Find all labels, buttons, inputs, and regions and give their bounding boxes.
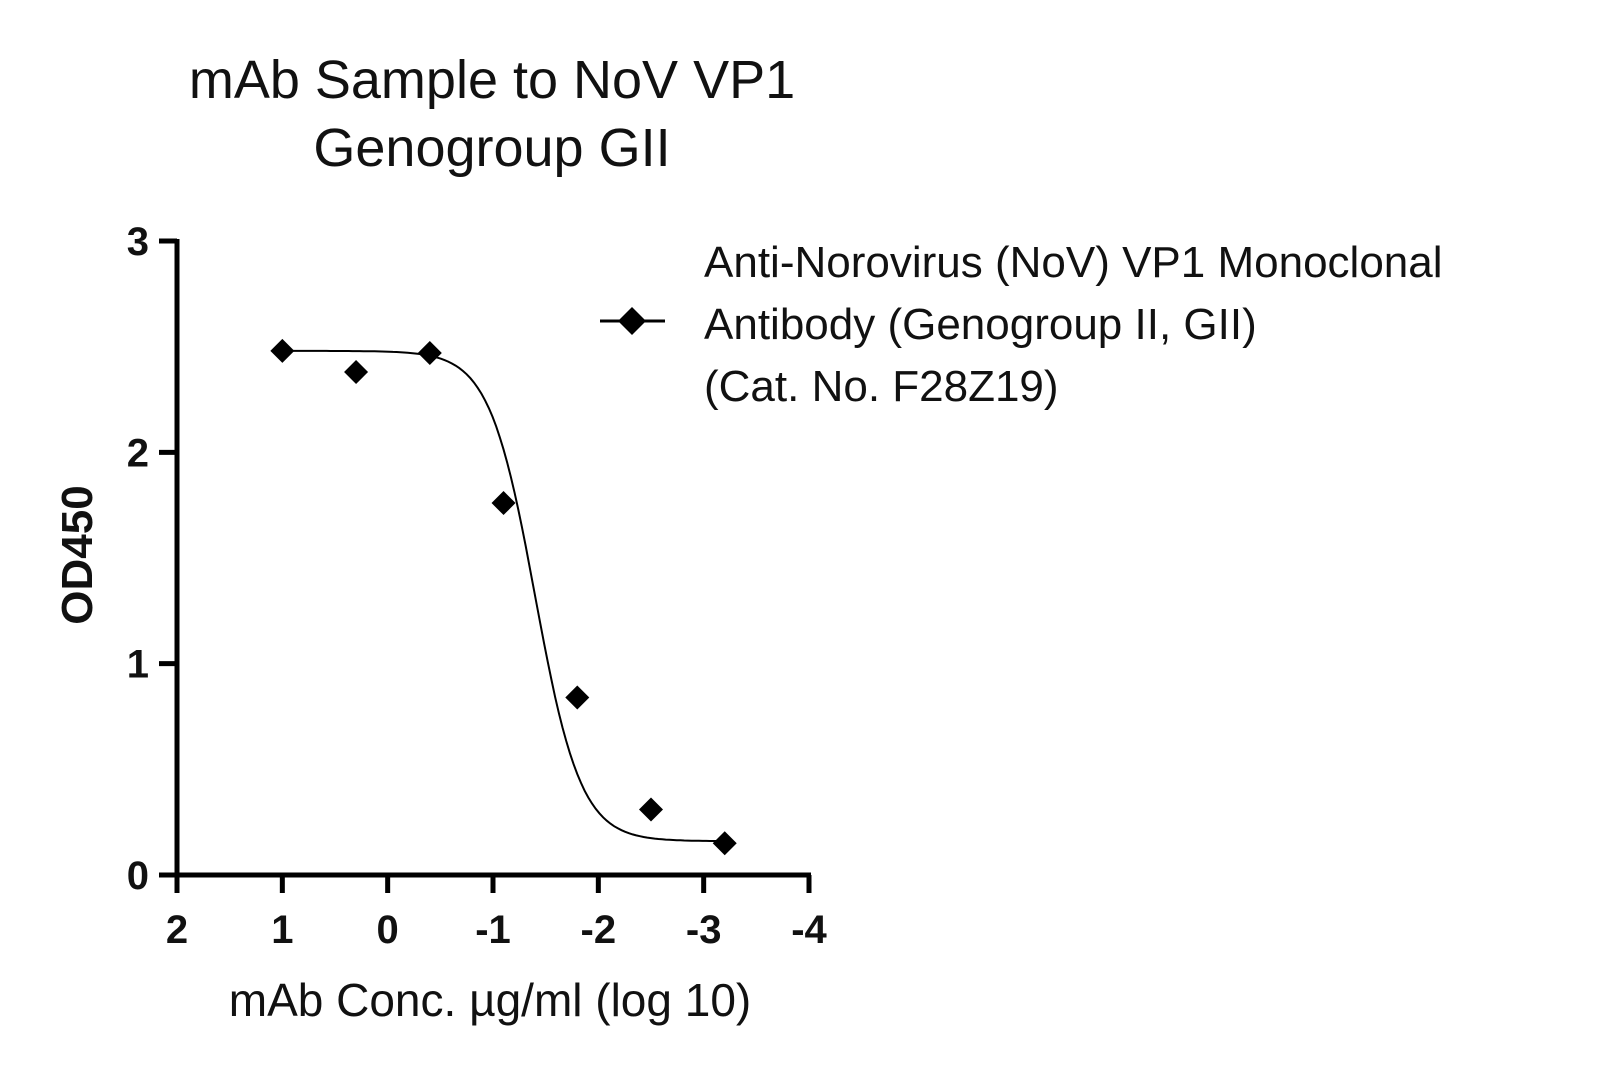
data-point — [565, 685, 590, 710]
x-axis-ticks: 2 1 0 -1 -2 -3 -4 — [166, 875, 828, 952]
chart-title-line-2: Genogroup GII — [313, 118, 670, 178]
x-tick-label: -4 — [791, 908, 827, 952]
chart-title-line-1: mAb Sample to NoV VP1 — [189, 50, 795, 110]
data-point — [270, 338, 295, 363]
y-tick-label: 2 — [127, 431, 149, 475]
y-tick-label: 3 — [127, 220, 149, 264]
x-tick-label: -1 — [475, 908, 511, 952]
x-tick-label: -3 — [686, 908, 722, 952]
data-point — [491, 491, 516, 516]
y-tick-label: 0 — [127, 854, 149, 898]
x-tick-label: -2 — [581, 908, 617, 952]
legend-label-line-3: (Cat. No. F28Z19) — [704, 362, 1059, 411]
legend-marker — [618, 307, 646, 335]
x-axis-label: mAb Conc. µg/ml (log 10) — [229, 974, 751, 1026]
x-tick-label: 2 — [166, 908, 188, 952]
data-point — [417, 341, 442, 366]
legend: Anti-Norovirus (NoV) VP1 Monoclonal Anti… — [600, 238, 1443, 411]
y-axis-label: OD450 — [53, 485, 102, 624]
x-tick-label: 0 — [377, 908, 399, 952]
legend-label-line-2: Antibody (Genogroup II, GII) — [704, 300, 1257, 349]
y-tick-label: 1 — [127, 643, 149, 687]
data-point — [344, 360, 369, 385]
data-point — [639, 797, 663, 822]
data-points — [270, 338, 737, 856]
fit-curve — [282, 349, 725, 843]
legend-label-line-1: Anti-Norovirus (NoV) VP1 Monoclonal — [704, 238, 1443, 287]
x-tick-label: 1 — [271, 908, 293, 952]
data-point — [712, 831, 737, 856]
y-axis-ticks: 0 1 2 3 — [127, 220, 177, 898]
